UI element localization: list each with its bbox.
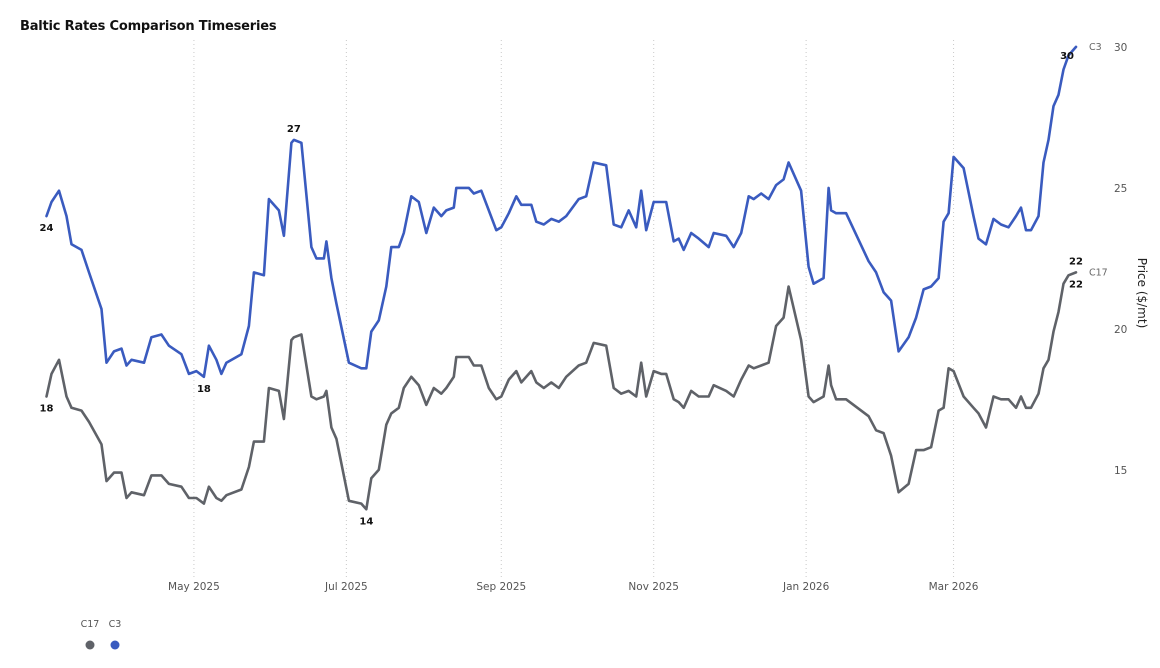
x-tick-label: Jul 2025 <box>324 581 368 593</box>
y-tick-label: 25 <box>1114 183 1127 195</box>
y-tick-label: 20 <box>1114 324 1127 336</box>
y-axis-title: Price ($/mt) <box>1135 258 1149 329</box>
x-tick-label: Sep 2025 <box>476 581 526 593</box>
y-tick-label: 30 <box>1114 42 1127 54</box>
legend-marker-c17 <box>85 640 95 650</box>
data-label: 22 <box>1069 279 1083 290</box>
series-end-labels: C3 C17 <box>1089 42 1108 279</box>
legend-label-c17: C17 <box>81 619 100 630</box>
data-label: 18 <box>40 403 54 414</box>
x-tick-label: Jan 2026 <box>782 581 830 593</box>
series-end-label-c17: C17 <box>1089 267 1108 278</box>
data-labels: 24 18 27 30 18 14 22 22 <box>40 51 1083 527</box>
legend-marker-c3 <box>110 640 120 650</box>
y-tick-label: 15 <box>1114 465 1127 477</box>
data-label: 24 <box>40 223 54 234</box>
data-label: 30 <box>1060 51 1074 62</box>
series-lines <box>45 45 1078 511</box>
y-axis: 15 20 25 30 <box>1114 42 1127 477</box>
x-tick-label: May 2025 <box>168 581 220 593</box>
series-end-label-c3: C3 <box>1089 42 1102 53</box>
chart-title: Baltic Rates Comparison Timeseries <box>20 19 277 34</box>
x-axis: May 2025 Jul 2025 Sep 2025 Nov 2025 Jan 2026… <box>168 581 979 593</box>
x-tick-label: Nov 2025 <box>628 581 679 593</box>
series-line-c17 <box>45 271 1078 511</box>
legend: C17 C3 <box>81 619 122 650</box>
data-label: 14 <box>359 516 373 527</box>
legend-label-c3: C3 <box>109 619 122 630</box>
series-line-c3 <box>45 45 1078 379</box>
data-label: 22 <box>1069 256 1083 267</box>
x-tick-label: Mar 2026 <box>929 581 979 593</box>
data-label: 27 <box>287 124 301 135</box>
grid-lines <box>193 40 955 578</box>
data-label: 18 <box>197 384 211 395</box>
